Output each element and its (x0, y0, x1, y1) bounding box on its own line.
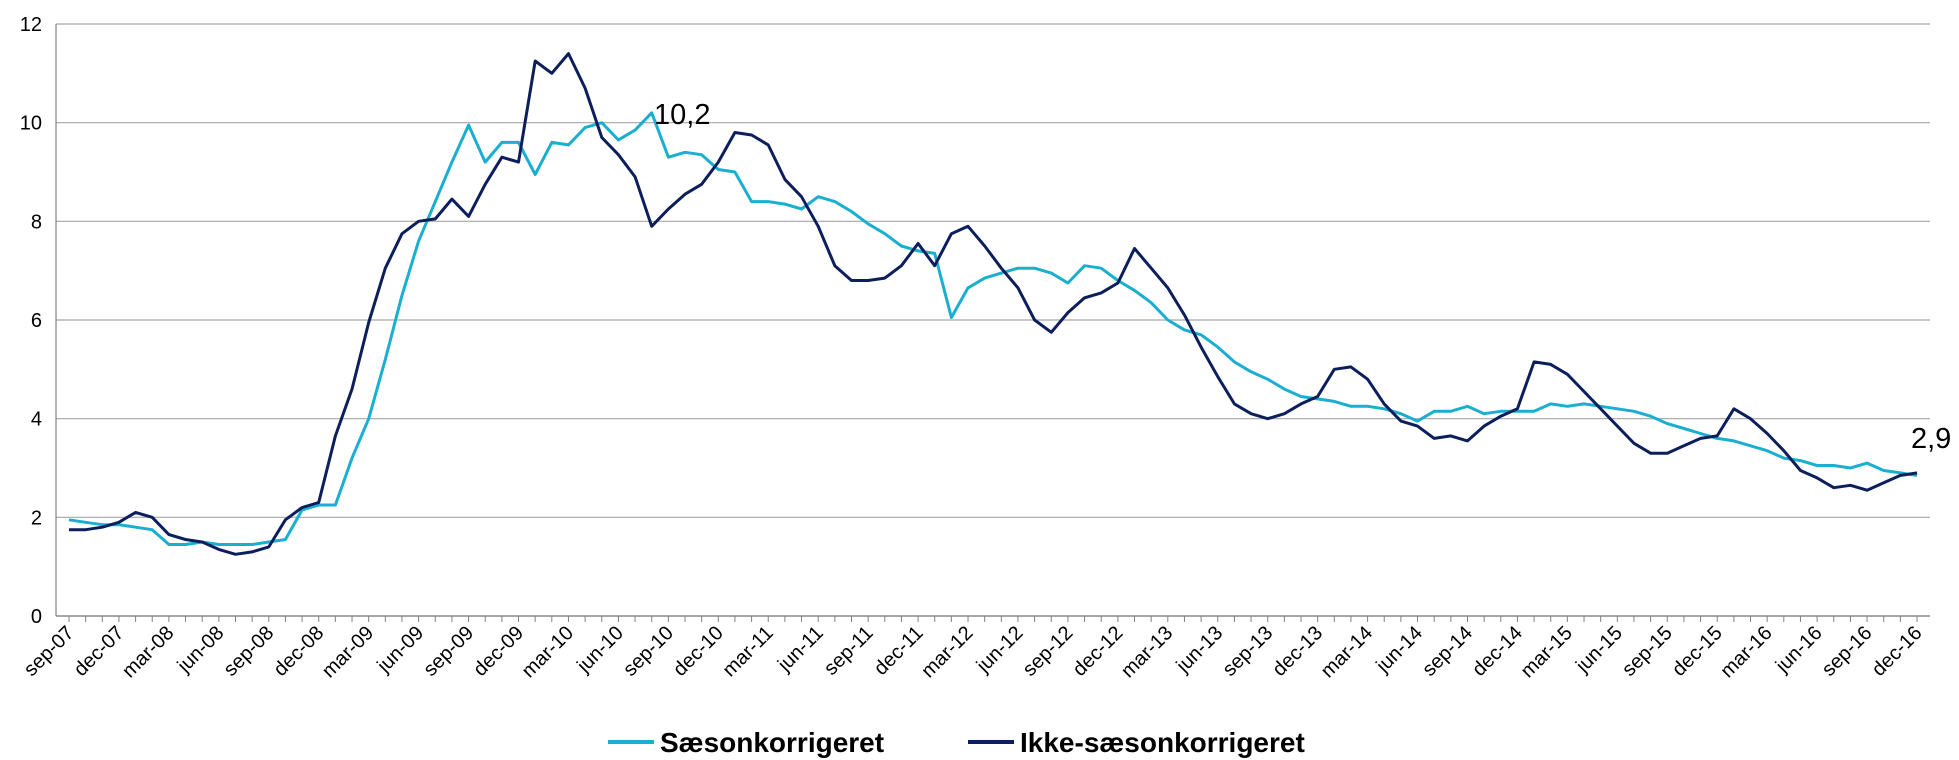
x-tick-label: mar-14 (1317, 622, 1377, 682)
x-tick-label: sep-09 (419, 622, 478, 681)
x-tick-label: sep-16 (1818, 622, 1877, 681)
x-tick-label: mar-13 (1117, 622, 1177, 682)
x-tick-label: sep-11 (820, 622, 878, 680)
x-tick-label: jun-08 (173, 622, 229, 678)
x-tick-label: jun-15 (1571, 622, 1627, 678)
x-tick-label: mar-16 (1716, 622, 1776, 682)
x-tick-label: dec-07 (70, 622, 129, 681)
x-tick-label: jun-16 (1771, 622, 1827, 678)
x-tick-label: mar-15 (1517, 622, 1577, 682)
x-tick-label: dec-14 (1468, 622, 1527, 681)
y-tick-label: 0 (31, 606, 42, 628)
x-tick-label: jun-11 (773, 622, 828, 677)
x-tick-label: dec-15 (1668, 622, 1727, 681)
y-tick-label: 10 (20, 113, 42, 135)
x-tick-label: mar-11 (718, 622, 777, 681)
annotation: 10,2 (654, 99, 710, 131)
x-tick-label: jun-10 (572, 622, 628, 678)
x-tick-label: dec-10 (669, 622, 728, 681)
x-tick-label: jun-12 (972, 622, 1028, 678)
legend-label: Sæsonkorrigeret (660, 727, 884, 758)
series-line (69, 52, 1918, 556)
y-tick-label: 6 (31, 310, 42, 332)
legend-label: Ikke-sæsonkorrigeret (1020, 727, 1305, 758)
x-tick-label: dec-16 (1868, 622, 1927, 681)
x-tick-label: sep-13 (1218, 622, 1277, 681)
x-tick-label: mar-08 (118, 622, 178, 682)
x-tick-label: dec-12 (1069, 622, 1128, 681)
x-tick-label: sep-15 (1618, 622, 1677, 681)
x-tick-label: jun-14 (1371, 622, 1427, 678)
y-tick-label: 4 (31, 409, 42, 431)
x-tick-label: sep-12 (1019, 622, 1078, 681)
x-tick-label: dec-09 (469, 622, 528, 681)
x-tick-label: mar-09 (318, 622, 378, 682)
x-tick-label: sep-08 (220, 622, 279, 681)
x-tick-label: dec-08 (269, 622, 328, 681)
x-tick-label: mar-12 (917, 622, 977, 682)
x-tick-label: mar-10 (518, 622, 578, 682)
x-tick-label: jun-09 (373, 622, 429, 678)
x-tick-label: sep-14 (1418, 622, 1477, 681)
x-tick-label: sep-10 (619, 622, 678, 681)
y-tick-label: 12 (20, 14, 42, 36)
series-line (68, 111, 1918, 546)
y-tick-label: 2 (31, 507, 42, 529)
x-tick-label: jun-13 (1172, 622, 1228, 678)
y-tick-label: 8 (31, 211, 42, 233)
x-tick-label: dec-13 (1268, 622, 1327, 681)
x-tick-label: sep-07 (20, 622, 79, 681)
annotation: 2,9 (1911, 423, 1951, 455)
x-tick-label: dec-11 (870, 622, 928, 680)
